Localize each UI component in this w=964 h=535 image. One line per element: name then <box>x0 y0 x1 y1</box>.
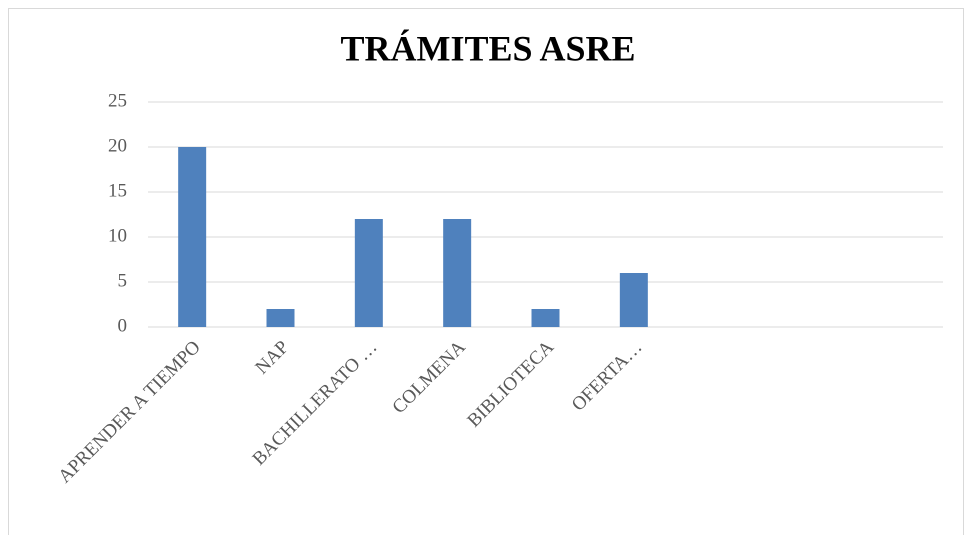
y-tick-label: 10 <box>108 225 127 246</box>
chart-title: TRÁMITES ASRE <box>340 28 635 68</box>
bar <box>354 219 383 327</box>
x-tick-label: OFERTA… <box>568 337 647 416</box>
x-tick-label: BIBLIOTECA <box>463 337 558 432</box>
y-tick-label: 5 <box>118 270 128 291</box>
x-tick-label: APRENDER A TIEMPO <box>54 337 204 487</box>
bar <box>619 273 648 327</box>
y-tick-label: 25 <box>108 90 127 111</box>
bar <box>443 219 472 327</box>
bar <box>178 147 207 327</box>
chart-border <box>8 8 964 535</box>
x-tick-label: COLMENA <box>389 337 470 418</box>
y-tick-label: 15 <box>108 180 127 201</box>
bar <box>531 309 560 327</box>
bar <box>266 309 295 327</box>
x-tick-label: NAP <box>251 337 293 379</box>
y-tick-label: 20 <box>108 135 127 156</box>
y-tick-label: 0 <box>118 315 128 336</box>
